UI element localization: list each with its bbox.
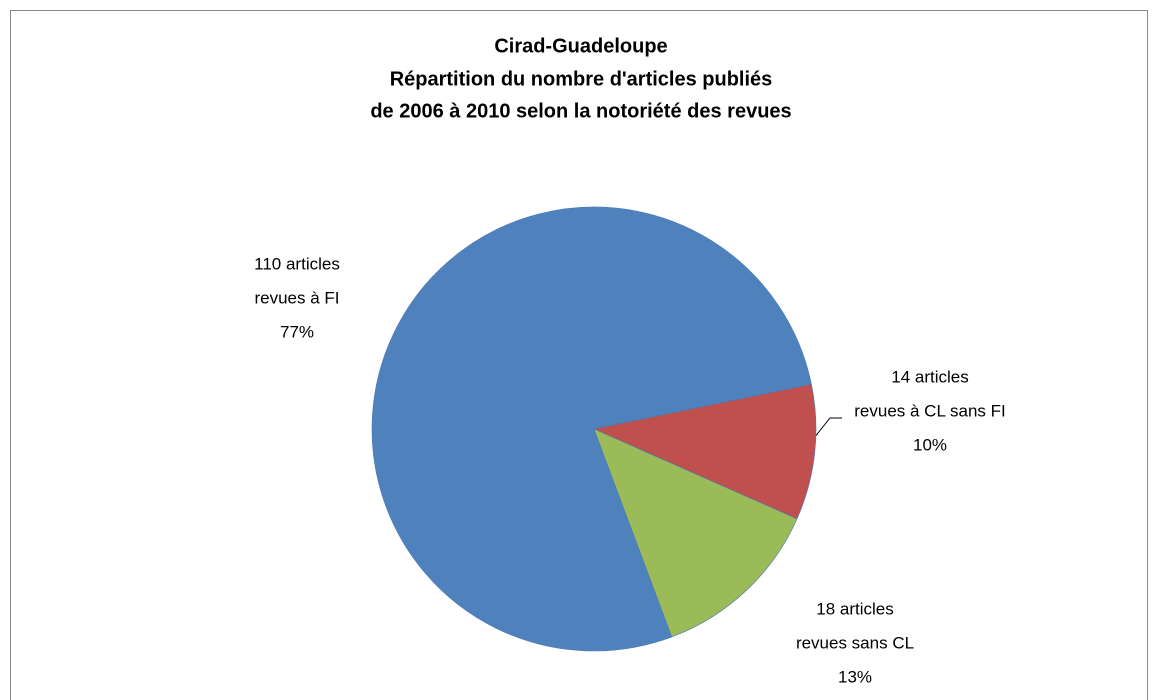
percent-label: 10% <box>913 435 947 454</box>
percent-label: 77% <box>280 322 314 341</box>
data-label: 110 articles <box>254 254 340 273</box>
category-label: revues à CL sans FI <box>854 401 1006 420</box>
category-label: revues sans CL <box>796 633 914 652</box>
pie <box>371 206 817 652</box>
percent-label: 13% <box>838 667 872 686</box>
data-label: 14 articles <box>891 367 968 386</box>
category-label: revues à FI <box>254 288 339 307</box>
leader-line <box>809 417 842 444</box>
chart-title: Cirad-Guadeloupe <box>494 35 667 57</box>
pie-slice <box>593 383 817 520</box>
pie-slice <box>371 206 812 652</box>
data-label: 18 articles <box>816 599 893 618</box>
pie-slice <box>593 428 798 638</box>
chart-title: Répartition du nombre d'articles publiés <box>390 68 773 90</box>
chart-title: de 2006 à 2010 selon la notoriété des re… <box>370 100 791 122</box>
chart-border <box>10 10 1148 700</box>
